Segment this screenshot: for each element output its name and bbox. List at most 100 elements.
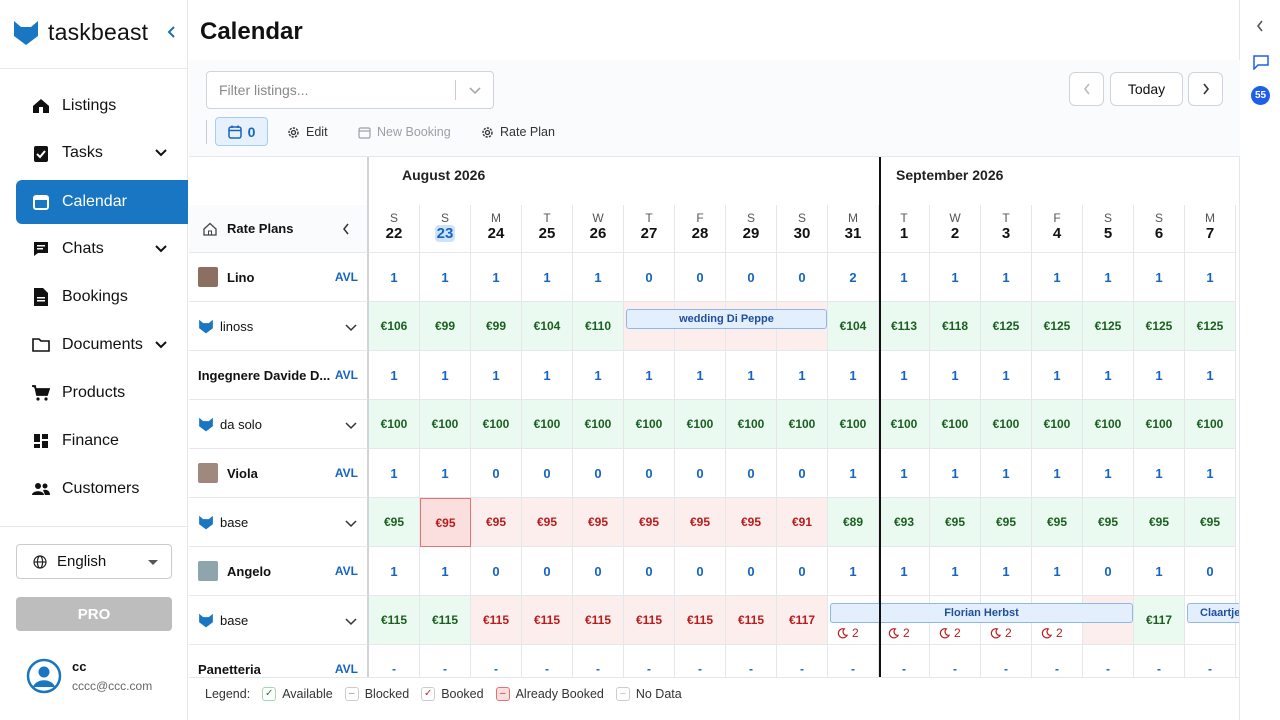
availability-cell[interactable]: 1	[981, 449, 1032, 498]
availability-cell[interactable]: -	[1134, 645, 1185, 677]
price-cell[interactable]: €100	[1185, 400, 1236, 449]
availability-cell[interactable]: -	[828, 645, 879, 677]
listing-row-label[interactable]: Lino AVL	[189, 253, 369, 302]
availability-cell[interactable]: 1	[369, 253, 420, 302]
price-cell[interactable]: €100	[573, 400, 624, 449]
availability-cell[interactable]: -	[1032, 645, 1083, 677]
availability-cell[interactable]: 1	[369, 449, 420, 498]
price-cell[interactable]: €100	[624, 400, 675, 449]
price-cell[interactable]: €104	[828, 302, 879, 351]
availability-cell[interactable]: 1	[1134, 449, 1185, 498]
nav-customers[interactable]: Customers	[16, 467, 188, 511]
availability-cell[interactable]: 0	[777, 449, 828, 498]
price-cell[interactable]: €95	[1134, 498, 1185, 547]
booking-bar[interactable]: wedding Di Peppe	[626, 309, 827, 329]
day-header[interactable]: T 25	[522, 205, 573, 253]
availability-cell[interactable]: 1	[1134, 253, 1185, 302]
availability-cell[interactable]: 1	[1032, 547, 1083, 596]
availability-cell[interactable]: 1	[420, 449, 471, 498]
availability-cell[interactable]: 1	[981, 253, 1032, 302]
day-header[interactable]: S 30	[777, 205, 828, 253]
chevron-down-icon[interactable]	[345, 614, 357, 629]
price-cell[interactable]: €100	[930, 400, 981, 449]
nav-calendar[interactable]: Calendar	[16, 180, 188, 224]
rate-plan-row-label[interactable]: base	[189, 596, 369, 645]
availability-cell[interactable]: 1	[1083, 449, 1134, 498]
day-header[interactable]: S 22	[369, 205, 420, 253]
price-cell[interactable]: €95	[420, 498, 471, 547]
price-cell[interactable]: €117	[1134, 596, 1185, 645]
availability-cell[interactable]: 1	[828, 547, 879, 596]
price-cell[interactable]: €100	[777, 400, 828, 449]
availability-cell[interactable]: 1	[1185, 351, 1236, 400]
availability-cell[interactable]: -	[930, 645, 981, 677]
price-cell[interactable]: €115	[675, 596, 726, 645]
availability-cell[interactable]: -	[624, 645, 675, 677]
price-cell[interactable]: €100	[828, 400, 879, 449]
prev-button[interactable]	[1069, 72, 1104, 106]
price-cell[interactable]: €115	[624, 596, 675, 645]
nav-products[interactable]: Products	[16, 371, 188, 415]
price-cell[interactable]: €100	[726, 400, 777, 449]
price-cell[interactable]: €117	[777, 596, 828, 645]
booking-bar[interactable]: Florian Herbst	[830, 603, 1133, 623]
availability-cell[interactable]: -	[1083, 645, 1134, 677]
price-cell[interactable]: €106	[369, 302, 420, 351]
edit-button[interactable]: Edit	[287, 122, 328, 142]
chevron-left-icon[interactable]	[342, 223, 350, 235]
price-cell[interactable]: €125	[1083, 302, 1134, 351]
availability-cell[interactable]: 1	[726, 351, 777, 400]
price-cell[interactable]: €95	[573, 498, 624, 547]
availability-cell[interactable]: -	[420, 645, 471, 677]
availability-cell[interactable]: 1	[1032, 253, 1083, 302]
availability-cell[interactable]: 1	[981, 351, 1032, 400]
price-cell[interactable]: €99	[471, 302, 522, 351]
availability-cell[interactable]: 0	[573, 449, 624, 498]
availability-cell[interactable]: 1	[930, 351, 981, 400]
day-header[interactable]: M 24	[471, 205, 522, 253]
price-cell[interactable]: €95	[1083, 498, 1134, 547]
availability-cell[interactable]: 1	[624, 351, 675, 400]
price-cell[interactable]: €93	[879, 498, 930, 547]
price-cell[interactable]: €125	[981, 302, 1032, 351]
availability-cell[interactable]: -	[369, 645, 420, 677]
chevron-down-icon[interactable]	[345, 418, 357, 433]
availability-cell[interactable]: 0	[726, 449, 777, 498]
price-cell[interactable]: €125	[1032, 302, 1083, 351]
availability-cell[interactable]: 1	[1185, 253, 1236, 302]
day-header[interactable]: W 26	[573, 205, 624, 253]
listing-row-label[interactable]: Viola AVL	[189, 449, 369, 498]
availability-cell[interactable]: 1	[420, 253, 471, 302]
price-cell[interactable]: €100	[1083, 400, 1134, 449]
price-cell[interactable]: €125	[1185, 302, 1236, 351]
availability-cell[interactable]: 1	[522, 351, 573, 400]
price-cell[interactable]: €95	[624, 498, 675, 547]
price-cell[interactable]: €113	[879, 302, 930, 351]
price-cell[interactable]: €115	[369, 596, 420, 645]
availability-cell[interactable]: 1	[1083, 253, 1134, 302]
listing-row-label[interactable]: Angelo AVL	[189, 547, 369, 596]
availability-cell[interactable]: 1	[1083, 351, 1134, 400]
price-cell[interactable]: €100	[675, 400, 726, 449]
nav-tasks[interactable]: Tasks	[16, 131, 188, 175]
availability-cell[interactable]: 1	[828, 449, 879, 498]
price-cell[interactable]: €115	[573, 596, 624, 645]
price-cell[interactable]: €100	[420, 400, 471, 449]
collapse-rail-icon[interactable]	[1256, 20, 1264, 32]
availability-cell[interactable]: 1	[573, 253, 624, 302]
availability-cell[interactable]: 1	[573, 351, 624, 400]
availability-cell[interactable]: 0	[522, 547, 573, 596]
availability-cell[interactable]: -	[675, 645, 726, 677]
day-header[interactable]: S 23	[420, 205, 471, 253]
availability-cell[interactable]: 1	[369, 547, 420, 596]
price-cell[interactable]: €100	[471, 400, 522, 449]
price-cell[interactable]: €115	[420, 596, 471, 645]
price-cell[interactable]: €95	[726, 498, 777, 547]
price-cell[interactable]: €125	[1134, 302, 1185, 351]
price-cell[interactable]: €95	[1185, 498, 1236, 547]
